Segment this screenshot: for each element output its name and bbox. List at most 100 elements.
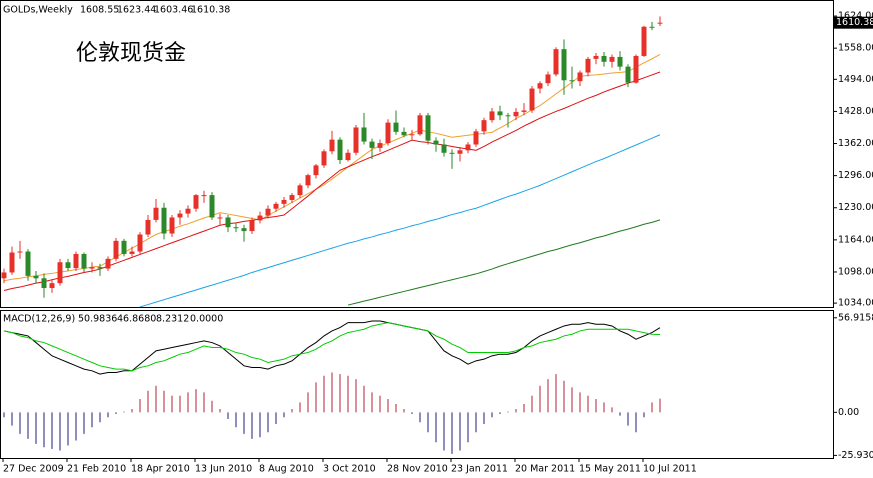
- candle-body: [81, 253, 87, 269]
- open-readout: 1608.55: [80, 5, 119, 16]
- price-plot: [1, 16, 663, 307]
- candle-body: [529, 88, 535, 111]
- candle-body: [185, 208, 191, 214]
- high-readout: 1623.44: [117, 5, 156, 16]
- current-price-box: [834, 16, 873, 29]
- candle-body: [57, 262, 63, 284]
- candle-body: [417, 115, 423, 135]
- candle-body: [353, 127, 359, 153]
- candle-body: [377, 143, 383, 148]
- y-tick-label: 1034.00: [838, 298, 873, 309]
- candle-body: [1, 272, 7, 279]
- candle-body: [121, 240, 127, 254]
- x-tick-label: 8 Aug 2010: [259, 464, 314, 475]
- candle-body: [313, 165, 319, 176]
- candle-body: [321, 151, 327, 166]
- candle-body: [49, 283, 55, 289]
- candle-body: [633, 55, 639, 83]
- candle-body: [401, 131, 407, 136]
- y-tick-label: 1624.00: [838, 11, 873, 22]
- x-tick-label: 18 Apr 2010: [131, 464, 190, 475]
- y-tick-label: 1296.00: [838, 170, 873, 181]
- signal-readout: 46.8680: [117, 314, 156, 325]
- candle-body: [33, 275, 39, 279]
- x-tick-label: 3 Oct 2010: [323, 464, 376, 475]
- candle-body: [385, 122, 391, 144]
- y-tick-label: -25.9308: [838, 450, 873, 461]
- candle-body: [241, 228, 247, 232]
- candle-body: [561, 49, 567, 81]
- candle-body: [113, 240, 119, 259]
- candle-body: [601, 55, 607, 62]
- candle-body: [273, 203, 279, 209]
- candle-body: [201, 195, 207, 197]
- candle-body: [425, 115, 431, 141]
- x-tick-label: 27 Dec 2009: [3, 464, 64, 475]
- x-tick-label: 13 Jun 2010: [195, 464, 252, 475]
- macd-title: MACD(12,26,9): [3, 314, 75, 325]
- candle-body: [41, 278, 47, 289]
- y-tick-label: 1098.00: [838, 266, 873, 277]
- candle-body: [497, 111, 503, 116]
- candle-body: [449, 152, 455, 154]
- candle-body: [649, 26, 655, 28]
- candle-body: [305, 175, 311, 186]
- candle-body: [169, 217, 175, 234]
- candle-body: [153, 207, 159, 220]
- y-tick-label: 1362.00: [838, 138, 873, 149]
- histogram-readout: 8.2312: [156, 314, 189, 325]
- y-tick-label: 56.9158: [838, 312, 873, 323]
- candle-body: [609, 56, 615, 62]
- candle-body: [89, 267, 95, 269]
- moving-average: [347, 219, 661, 306]
- macd-line: [3, 322, 661, 372]
- candle-body: [625, 66, 631, 83]
- candle-body: [369, 141, 375, 148]
- macd-plot: [3, 320, 661, 454]
- candle-body: [73, 253, 79, 269]
- y-tick-label: 1494.00: [838, 74, 873, 85]
- candle-body: [297, 185, 303, 196]
- y-tick-label: 1230.00: [838, 202, 873, 213]
- candle-body: [585, 58, 591, 73]
- candle-body: [265, 208, 271, 216]
- candle-body: [545, 74, 551, 84]
- candle-body: [97, 267, 103, 269]
- candle-body: [393, 122, 399, 132]
- candle-body: [145, 219, 151, 235]
- candle-body: [657, 22, 663, 24]
- y-tick-label: 1558.00: [838, 43, 873, 54]
- candle-body: [521, 110, 527, 112]
- candle-body: [9, 252, 15, 273]
- x-tick-label: 20 Mar 2011: [515, 464, 575, 475]
- candle-body: [433, 140, 439, 145]
- x-tick-label: 15 May 2011: [579, 464, 641, 475]
- candle-body: [345, 152, 351, 161]
- macd-line: [3, 320, 661, 375]
- candle-body: [329, 139, 335, 152]
- candle-body: [481, 120, 487, 132]
- close-readout: 1610.38: [191, 5, 230, 16]
- x-tick-label: 28 Nov 2010: [387, 464, 448, 475]
- current-price-label: 1610.38: [836, 17, 873, 28]
- candle-body: [473, 131, 479, 145]
- candle-body: [217, 217, 223, 219]
- candle-body: [457, 150, 463, 154]
- candle-body: [513, 111, 519, 117]
- candle-body: [105, 258, 111, 269]
- moving-average: [139, 134, 661, 307]
- candle-body: [233, 227, 239, 229]
- low-readout: 1603.46: [154, 5, 193, 16]
- candle-body: [409, 134, 415, 136]
- candle-body: [137, 234, 143, 252]
- candle-body: [281, 199, 287, 204]
- extra-readout: 0.0000: [190, 314, 223, 325]
- candle-body: [225, 217, 231, 228]
- chart-title: 伦敦现货金: [76, 41, 186, 66]
- candle-body: [441, 144, 447, 153]
- symbol-label: GOLDs,Weekly: [3, 5, 73, 16]
- candle-body: [257, 215, 263, 221]
- candle-body: [65, 262, 71, 269]
